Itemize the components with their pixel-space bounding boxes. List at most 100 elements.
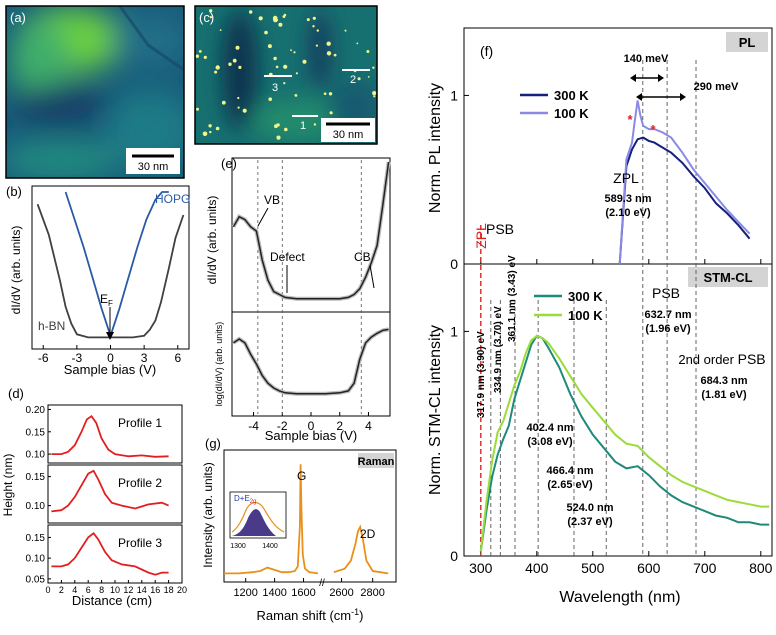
panel-c-label: (c) [199, 10, 214, 25]
panel-c: (c) 3 2 1 30 nm [194, 5, 378, 145]
d-subplot-axes [47, 404, 183, 464]
panel-e-xlabel: Sample bias (V) [265, 428, 357, 443]
panel-c-frame [194, 5, 378, 145]
psb2-energy: (1.81 eV) [701, 389, 747, 401]
annotation-vb: VB [264, 193, 280, 207]
panel-a-frame [5, 5, 185, 179]
bright-spot [209, 16, 213, 19]
panel-g-axes [223, 449, 397, 583]
zpl-value: 589.3 nm [604, 193, 651, 205]
d-ytick-label: 0.10 [26, 501, 46, 512]
pl-legend-300k: 300 K [554, 88, 589, 103]
fermi-arrowhead [106, 332, 114, 340]
d-series-profile-3 [51, 532, 169, 576]
bright-spot [344, 29, 347, 32]
d-series-profile-1 [51, 414, 169, 458]
panel-a-scalebar-label: 30 nm [138, 161, 169, 173]
profile-label-3: 3 [272, 82, 278, 94]
cl-ytick-label: 1 [450, 323, 458, 339]
bright-spot [367, 76, 370, 78]
energy-arrowhead-290-right [680, 93, 686, 101]
legend-hbn: h-BN [38, 319, 65, 333]
raman-badge: Raman [358, 456, 395, 468]
panel-b-xticks: -6 -3 0 3 6 [38, 345, 181, 365]
d-xtick-label: 18 [164, 585, 174, 595]
bright-spot [282, 15, 286, 18]
bright-spot [273, 56, 277, 61]
e-xtick-label: 2 [336, 419, 343, 433]
peak-energy-524: (2.37 eV) [567, 516, 613, 528]
bright-spot [323, 92, 327, 95]
d-xtick-label: 12 [123, 585, 133, 595]
peak-label-2d: 2D [360, 527, 376, 541]
panel-e-series [231, 161, 391, 396]
psb-energy: (1.96 eV) [645, 323, 691, 335]
panel-e-ylabel-bottom: log(dI/dV) (arb. units) [214, 322, 224, 407]
bright-spot [274, 124, 278, 129]
peak-label-g: G [297, 469, 306, 483]
pl-badge-bg [726, 32, 768, 52]
bright-spot [228, 62, 232, 66]
e-xtick-label: -4 [248, 419, 259, 433]
e-top-series [232, 161, 390, 300]
panel-d: (d) Height (nm) Distance (cm) 0.200.150.… [1, 386, 187, 608]
cl-legend-100k: 100 K [568, 308, 603, 323]
bright-spot [316, 29, 319, 32]
inset-xtick-1300: 1300 [230, 543, 246, 550]
bright-spot [272, 15, 278, 21]
g-xtick-label: 1200 [233, 587, 257, 599]
pl-legend-100k: 100 K [554, 106, 589, 121]
panel-b: (b) dI/dV (arb. units) Sample bias (V) -… [6, 184, 190, 377]
f-xtick-label: 700 [693, 560, 717, 576]
g-xtick-label: 1600 [291, 587, 315, 599]
peak-vertical-1: 317.9 nm (3.90) eV [476, 331, 487, 418]
d-xtick-label: 0 [45, 585, 50, 595]
bright-spot [290, 49, 292, 52]
cl-legend-300k: 300 K [568, 289, 603, 304]
e-bottom-series [232, 328, 389, 395]
profile-label-2: 2 [350, 74, 356, 86]
panel-g-series [224, 464, 389, 575]
psb-value: 632.7 nm [644, 309, 691, 321]
d-ytick-label: 0.10 [26, 554, 46, 565]
panel-d-label: (d) [8, 386, 24, 401]
panel-g-xlabel: Raman shift (cm-1) [257, 607, 364, 623]
panel-a-scalebar-box [126, 148, 180, 174]
peak-energy-402: (3.08 eV) [527, 436, 573, 448]
panel-b-ylabel: dI/dV (arb. units) [9, 226, 23, 315]
bright-spot [208, 124, 212, 128]
zpl-energy: (2.10 eV) [605, 207, 651, 219]
d-xtick-label: 16 [150, 585, 160, 595]
d-ytick-label: 0.20 [26, 405, 46, 416]
d-ytick-label: 0.15 [26, 472, 46, 483]
bright-spot [333, 53, 337, 57]
g-series-segment-1 [224, 464, 319, 575]
psb2-label: 2nd order PSB [678, 351, 765, 367]
panel-g: (g) Raman Intensity (arb. units) Raman s… [201, 436, 397, 623]
bright-spot [312, 16, 316, 20]
b-xtick-label: 6 [174, 351, 181, 365]
cl-badge-bg [688, 267, 768, 287]
b-xtick-label: -6 [38, 351, 49, 365]
energy-arrowhead-140-left [630, 74, 636, 82]
panel-c-scalebar-label: 30 nm [333, 129, 364, 141]
cl-series-300k [479, 334, 770, 552]
cl-series-100k [479, 334, 770, 552]
bright-spot [215, 65, 220, 70]
bright-spot [238, 65, 242, 69]
energy-arrowhead-140-right [658, 74, 664, 82]
panel-d-subplots: 0.20 0.15 0.10 Profile 1 0.15 0.10 Profile 2 0.… [26, 404, 187, 595]
panel-b-label: (b) [6, 184, 22, 199]
pl-ytick-label: 0 [450, 256, 458, 272]
bright-spot [219, 29, 222, 31]
d-ytick-label: 0.10 [26, 450, 46, 461]
bright-spot [268, 97, 273, 101]
bright-spot [283, 82, 286, 85]
inset-xtick-1400: 1400 [262, 543, 278, 550]
panel-a: (a) 30 nm [5, 5, 185, 179]
bright-spot [295, 72, 298, 75]
zpl-label: ZPL [613, 170, 639, 186]
b-series-hopg [64, 191, 169, 339]
f-xtick-label: 600 [637, 560, 661, 576]
bright-spot [275, 65, 279, 69]
